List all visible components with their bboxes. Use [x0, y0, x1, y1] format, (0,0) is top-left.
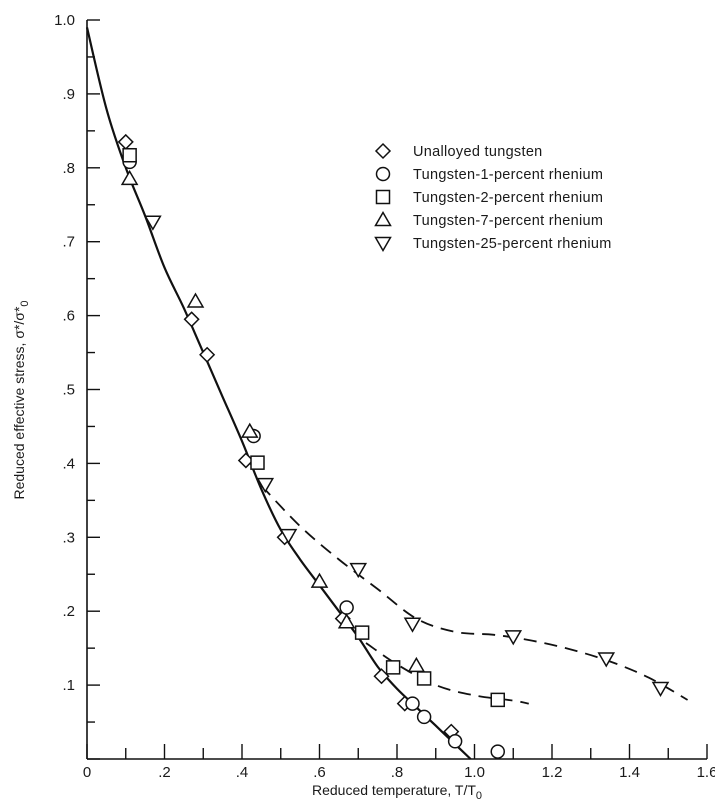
x-axis-label: Reduced temperature, T/T0 — [312, 782, 482, 802]
data-point-circle — [447, 734, 463, 749]
fit-curve-dashed — [260, 484, 689, 701]
y-tick-label: .2 — [62, 603, 75, 620]
data-point-triangle-down — [504, 630, 523, 646]
y-tick-label: .7 — [62, 234, 75, 251]
x-tick-label: 1.2 — [542, 764, 563, 781]
y-tick-label: .5 — [62, 382, 75, 399]
legend-label: Tungsten-25-percent rhenium — [413, 236, 612, 252]
data-point-triangle-up — [337, 613, 356, 629]
data-point-square — [385, 660, 401, 675]
legend-marker-circle — [375, 166, 391, 182]
data-point-triangle-down — [144, 215, 162, 231]
data-point-triangle-down — [403, 617, 422, 633]
data-point-circle — [339, 600, 354, 615]
legend-label: Tungsten-7-percent rhenium — [413, 213, 603, 229]
legend: Unalloyed tungsten Tungsten-1-percent rhe… — [374, 142, 612, 253]
data-point-circle — [416, 709, 432, 725]
data-point-square — [490, 692, 505, 708]
y-tick-label: .6 — [62, 308, 75, 325]
x-tick-label: 1.6 — [697, 764, 715, 781]
data-point-triangle-down — [256, 477, 275, 494]
y-tick-label: .3 — [62, 529, 75, 546]
data-point-square — [122, 147, 137, 163]
data-point-triangle-up — [407, 656, 426, 673]
data-point-triangle-up — [240, 422, 259, 438]
legend-marker-triangle-up — [374, 210, 392, 227]
data-markers — [117, 133, 670, 759]
data-point-diamond — [117, 133, 134, 150]
fit-curve-solid — [85, 27, 472, 760]
data-point-triangle-up — [186, 292, 205, 308]
x-tick-label: .4 — [236, 764, 249, 781]
data-point-triangle-down — [349, 562, 368, 579]
y-tick-label: .4 — [62, 455, 75, 472]
data-point-circle — [405, 696, 420, 711]
x-tick-label: .2 — [158, 764, 171, 781]
y-tick-label: .8 — [62, 160, 75, 177]
x-tick-label: 1.4 — [619, 764, 640, 781]
data-point-diamond — [183, 311, 200, 328]
data-point-square — [250, 455, 265, 470]
y-tick-label: .1 — [62, 677, 75, 694]
x-tick-label: .8 — [391, 764, 404, 781]
legend-marker-square — [375, 189, 391, 205]
data-point-triangle-down — [651, 681, 670, 698]
data-point-circle — [490, 744, 505, 759]
x-tick-label: .6 — [313, 764, 326, 781]
data-point-square — [416, 671, 432, 686]
data-point-triangle-down — [279, 528, 298, 545]
legend-label: Tungsten-2-percent rhenium — [413, 190, 603, 206]
y-tick-label: .9 — [62, 86, 75, 103]
legend-marker-triangle-down — [374, 236, 392, 253]
fit-curves — [85, 27, 689, 760]
axes: 1.0 .9 .8 .7 .6 .5 .4 .3 .2 .1 0 .2 .4 .6 .8 1.0 1.2 1.4 1… — [54, 12, 715, 781]
data-point-square — [354, 625, 370, 640]
data-point-triangle-up — [120, 169, 139, 186]
legend-label: Tungsten-1-percent rhenium — [413, 167, 603, 183]
y-tick-label: 1.0 — [54, 12, 75, 29]
legend-marker-diamond — [374, 142, 392, 160]
x-tick-label: 0 — [83, 764, 91, 781]
x-tick-label: 1.0 — [464, 764, 485, 781]
legend-label: Unalloyed tungsten — [413, 144, 543, 160]
data-point-diamond — [199, 346, 216, 363]
data-point-triangle-up — [310, 572, 329, 588]
data-point-triangle-down — [597, 652, 616, 668]
y-axis-label: Reduced effective stress, σ*/σ*0 — [11, 300, 31, 499]
